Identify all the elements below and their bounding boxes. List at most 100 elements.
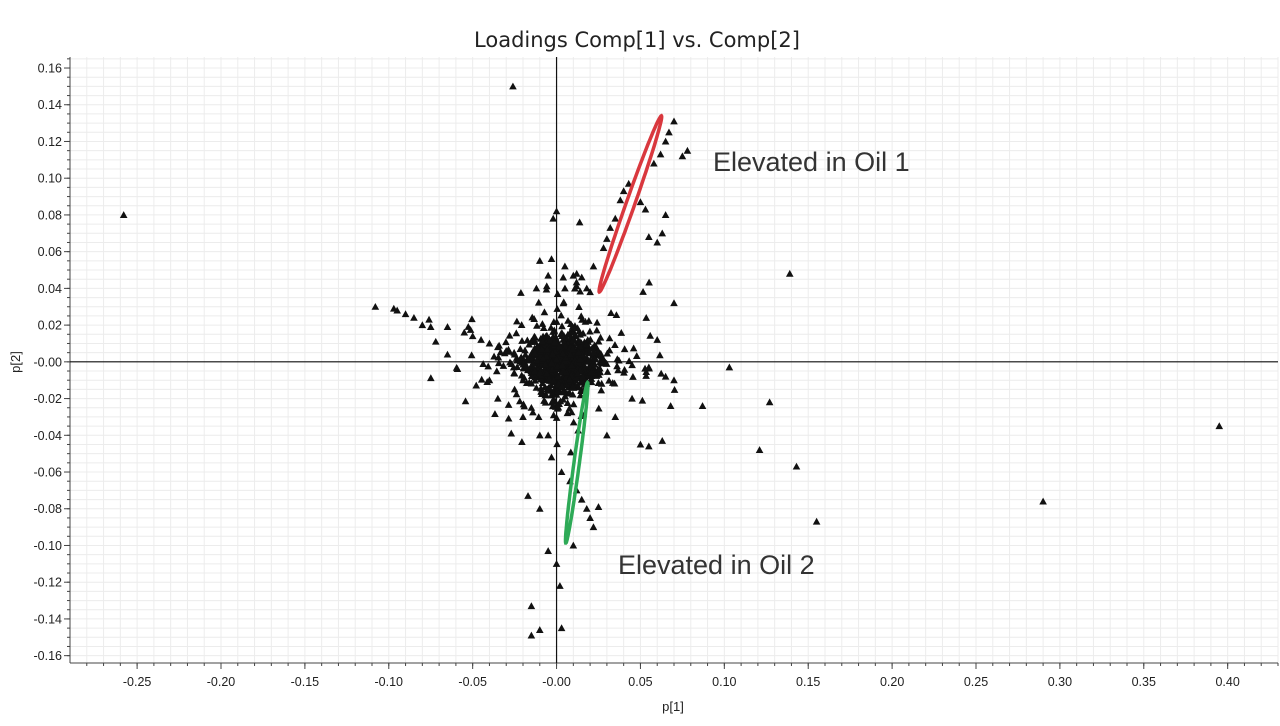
cluster-point [615,356,623,364]
x-tick-label: 0.40 [1215,675,1239,689]
cluster-point [513,363,522,371]
data-point [661,211,670,218]
data-point [425,315,433,323]
data-point [603,235,611,242]
cluster-point [576,342,585,350]
cluster-point [522,362,531,370]
data-point [619,187,628,195]
cluster-point [548,350,557,357]
cluster-point [543,386,552,394]
data-point [645,363,653,371]
data-point [586,514,594,521]
data-point [812,517,821,525]
cluster-point [559,366,568,374]
data-point [547,255,556,263]
cluster-point [597,386,606,394]
cluster-point [547,323,555,331]
cluster-point [576,287,584,295]
data-point [418,321,427,329]
cluster-point [592,372,601,379]
data-point [443,323,452,330]
cluster-point [513,356,521,364]
y-tick-label: -0.12 [34,576,63,590]
cluster-point [519,400,528,408]
cluster-point [479,360,487,367]
cluster-point [569,336,577,344]
data-point [552,560,561,567]
cluster-point [567,320,575,328]
data-point [645,442,653,450]
y-tick-label: -0.06 [34,466,63,480]
data-point [589,262,598,270]
cluster-point [548,365,557,373]
cluster-point [568,345,577,352]
data-point [603,431,611,439]
cluster-point [517,321,526,328]
data-point [544,547,552,555]
data-point [650,159,658,167]
cluster-point [597,379,606,387]
cluster-point [593,326,601,334]
cluster-point [628,361,636,369]
data-point [616,196,625,204]
x-axis-title: p[1] [662,699,684,714]
cluster-point [536,368,544,376]
cluster-point [522,379,531,386]
data-point [535,626,544,633]
data-point [678,152,687,160]
cluster-point [605,346,614,354]
cluster-point [612,311,621,319]
data-point [557,468,566,476]
y-tick-label: 0.08 [38,208,62,222]
data-point [725,363,734,371]
cluster-point [629,344,638,352]
cluster-point [491,410,499,417]
cluster-point [539,355,547,362]
y-tick-label: -0.02 [34,392,63,406]
data-point [494,394,502,402]
cluster-point [614,366,622,374]
cluster-point [567,361,576,369]
y-tick-label: -0.08 [34,502,63,516]
cluster-point [590,348,598,355]
cluster-point [576,355,584,363]
data-point [502,347,511,354]
data-point [460,328,469,336]
cluster-point [519,364,528,372]
cluster-point [585,316,593,324]
data-point [656,150,665,158]
data-point [527,403,536,411]
cluster-point [542,390,550,398]
data-point [628,394,636,402]
cluster-point [538,337,547,345]
cluster-point [540,397,548,404]
cluster-point [561,262,569,270]
data-point [507,429,516,437]
cluster-point [561,392,569,400]
data-point [443,350,452,358]
cluster-point [533,356,542,364]
cluster-point [613,362,621,370]
cluster-point [461,397,470,405]
cluster-point [558,322,566,330]
data-point [535,431,544,439]
annotation-oil-1: Elevated in Oil 1 [713,147,910,177]
cluster-point [538,390,546,397]
cluster-point [554,403,563,411]
cluster-point [563,399,572,406]
cluster-point [517,289,525,296]
data-point [485,339,494,347]
cluster-point [547,398,556,406]
cluster-point [582,341,591,348]
cluster-point [530,367,539,375]
data-point [509,82,517,90]
cluster-point [530,332,539,340]
cluster-point [539,324,548,332]
y-tick-label: 0.02 [38,319,62,333]
data-point [572,269,581,277]
cluster-point [657,369,665,377]
x-tick-label: 0.15 [796,675,820,689]
cluster-point [632,352,641,359]
